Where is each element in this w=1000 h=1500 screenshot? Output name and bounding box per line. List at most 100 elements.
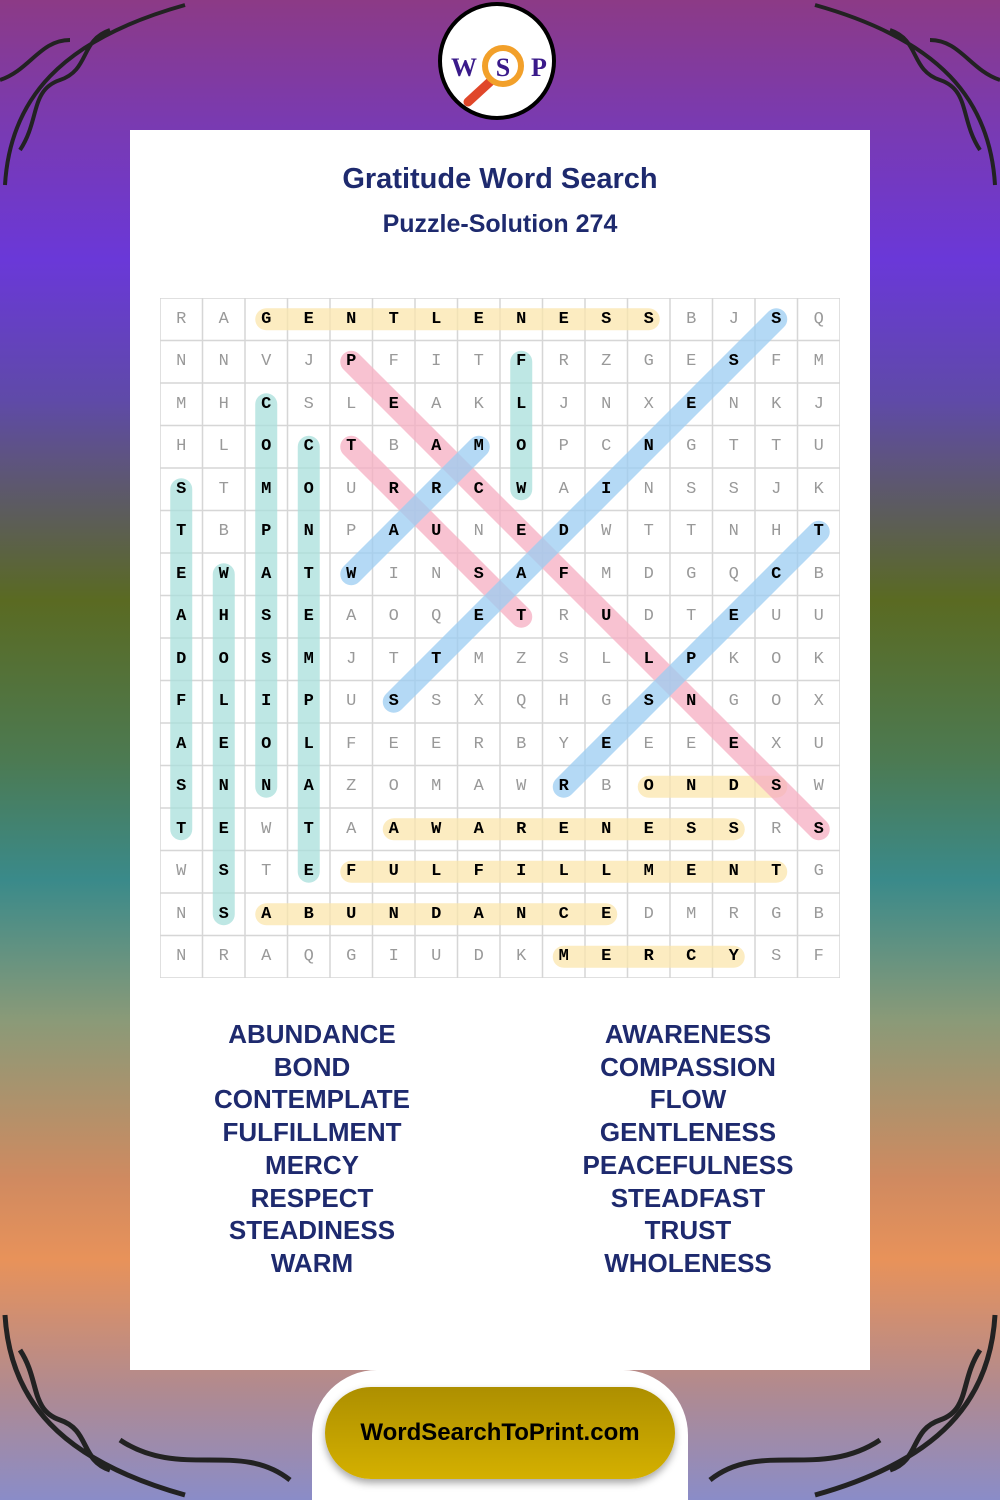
logo[interactable]: W S P <box>438 2 556 120</box>
grid-cell: B <box>813 904 824 924</box>
grid-cell: E <box>388 734 399 754</box>
grid-cell: O <box>516 437 527 457</box>
word-list-item: STEADFAST <box>610 1182 766 1213</box>
grid-cell: E <box>176 564 187 584</box>
grid-cell: S <box>643 692 654 712</box>
grid-cell: B <box>303 904 314 924</box>
grid-cell: E <box>558 819 569 839</box>
grid-cell: J <box>303 352 314 372</box>
word-list-item: COMPASSION <box>600 1051 776 1082</box>
grid-cell: W <box>261 819 272 839</box>
grid-cell: P <box>261 522 272 542</box>
magnifying-glass-icon: W S P <box>451 45 547 107</box>
logo-letter-s: S <box>496 53 510 82</box>
grid-cell: E <box>686 734 697 754</box>
grid-cell: Z <box>516 649 527 669</box>
grid-cell: H <box>176 437 187 457</box>
grid-cell: A <box>558 479 569 499</box>
grid-cell: Q <box>813 309 824 329</box>
highlight-steadiness <box>382 308 788 713</box>
grid-cell: U <box>346 904 357 924</box>
grid-cell: E <box>643 819 654 839</box>
grid-cell: E <box>516 522 527 542</box>
grid-cell: J <box>558 394 569 414</box>
site-link-button[interactable]: WordSearchToPrint.com <box>325 1387 675 1479</box>
grid-cell: U <box>346 692 357 712</box>
grid-cell: W <box>516 777 527 797</box>
grid-cell: Q <box>303 947 314 967</box>
grid-cell: S <box>218 862 229 882</box>
grid-cell: E <box>686 352 697 372</box>
grid-cell: G <box>686 437 697 457</box>
grid-cell: E <box>218 734 229 754</box>
logo-letter-w: W <box>451 53 477 82</box>
grid-cell: S <box>558 649 569 669</box>
grid-cell: O <box>771 692 782 712</box>
grid-cell: F <box>346 862 357 882</box>
grid-cell: F <box>813 947 824 967</box>
grid-cell: S <box>686 479 697 499</box>
grid-cell: S <box>771 947 782 967</box>
grid-cell: R <box>558 777 569 797</box>
grid-cell: K <box>813 479 824 499</box>
grid-cell: Y <box>728 947 739 967</box>
grid-cell: N <box>261 777 272 797</box>
grid-cell: R <box>643 947 654 967</box>
grid-cell: K <box>813 649 824 669</box>
grid-cell: L <box>431 309 442 329</box>
grid-cell: A <box>431 437 442 457</box>
grid-cell: K <box>771 394 782 414</box>
grid-cell: U <box>813 437 824 457</box>
grid-cell: S <box>601 309 612 329</box>
grid-cell: M <box>176 394 187 414</box>
grid-cell: S <box>728 819 739 839</box>
grid-cell: I <box>261 692 272 712</box>
grid-cell: K <box>728 649 739 669</box>
grid-cell: M <box>558 947 569 967</box>
grid-cell: F <box>388 352 399 372</box>
grid-cell: M <box>601 564 612 584</box>
grid-cell: D <box>473 947 484 967</box>
grid-cell: Q <box>728 564 739 584</box>
grid-cell: O <box>643 777 654 797</box>
grid-cell: M <box>431 777 442 797</box>
grid-cell: O <box>218 649 229 669</box>
grid-cell: Q <box>431 607 442 627</box>
grid-cell: X <box>473 692 484 712</box>
grid-cell: T <box>218 479 229 499</box>
grid-cell: N <box>516 309 527 329</box>
grid-cell: R <box>558 352 569 372</box>
grid-cell: U <box>813 607 824 627</box>
grid-cell: C <box>771 564 782 584</box>
grid-cell: B <box>601 777 612 797</box>
grid-cell: S <box>388 692 399 712</box>
word-list-item: MERCY <box>265 1149 359 1180</box>
grid-cell: N <box>176 352 187 372</box>
grid-cell: U <box>431 522 442 542</box>
grid-cell: D <box>728 777 739 797</box>
grid-cell: N <box>686 777 697 797</box>
grid-cell: Y <box>558 734 569 754</box>
grid-cell: Q <box>516 692 527 712</box>
grid-cell: B <box>218 522 229 542</box>
grid-cell: L <box>346 394 357 414</box>
grid-cell: A <box>388 819 399 839</box>
grid-cell: A <box>346 607 357 627</box>
grid-cell: P <box>686 649 697 669</box>
grid-cell: N <box>431 564 442 584</box>
grid-cell: O <box>771 649 782 669</box>
grid-cell: N <box>218 352 229 372</box>
word-list-item: FULFILLMENT <box>222 1117 402 1148</box>
grid-cell: E <box>303 607 314 627</box>
grid-cell: R <box>728 904 739 924</box>
word-list-item: STEADINESS <box>228 1215 396 1246</box>
grid-cell: K <box>473 394 484 414</box>
grid-cell: E <box>473 607 484 627</box>
grid-cell: B <box>686 309 697 329</box>
page-title: Gratitude Word Search <box>342 163 658 195</box>
grid-cell: G <box>261 309 272 329</box>
grid-cell: S <box>176 777 187 797</box>
grid-cell: Z <box>346 777 357 797</box>
word-list-item: FLOW <box>649 1084 727 1115</box>
grid-cell: T <box>516 607 527 627</box>
